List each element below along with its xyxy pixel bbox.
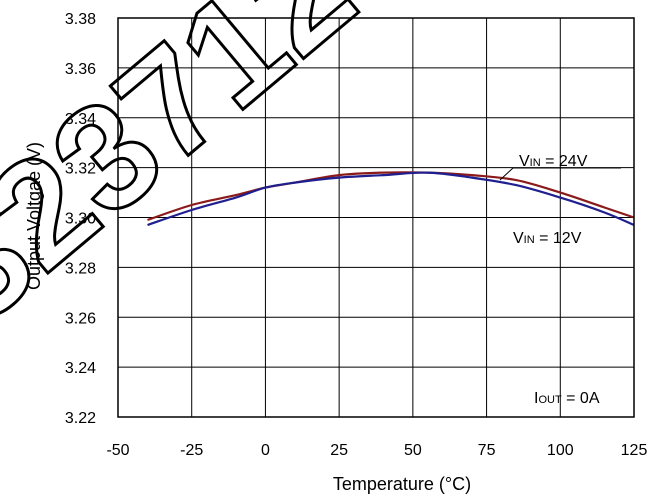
grid xyxy=(118,18,634,417)
y-tick-label: 3.36 xyxy=(65,61,96,78)
watermark-text: 3237125 xyxy=(0,0,448,355)
annotation-iout-sub: OUT xyxy=(538,394,562,406)
x-axis-ticks: -50 -25 0 25 50 75 100 125 xyxy=(106,442,647,459)
y-tick-label: 3.28 xyxy=(65,260,96,277)
series-line-vin-12v xyxy=(147,171,635,227)
y-axis-title: Output Voltgae (V) xyxy=(24,142,44,290)
annotation-24v-leader-drop xyxy=(499,167,514,181)
annotation-24v-rest: = 24V xyxy=(541,153,588,170)
series-line-vin-24v xyxy=(147,171,635,222)
y-tick-label: 3.22 xyxy=(65,410,96,427)
annotation-24v-main: V xyxy=(519,153,530,170)
y-tick-label: 3.32 xyxy=(65,161,96,178)
x-tick-label: 125 xyxy=(621,442,648,459)
annotation-12v-sub: IN xyxy=(524,234,535,246)
y-tick-label: 3.26 xyxy=(65,310,96,327)
annotation-iout-rest: = 0A xyxy=(562,390,600,407)
annotation-vin-24v: VIN = 24V xyxy=(519,153,588,170)
x-tick-label: 50 xyxy=(404,442,422,459)
annotation-iout: IOUT = 0A xyxy=(534,390,600,407)
x-tick-label: -25 xyxy=(180,442,203,459)
x-axis-title: Temperature (°C) xyxy=(333,474,471,494)
annotation-12v-rest: = 12V xyxy=(535,230,582,247)
x-tick-label: 75 xyxy=(478,442,496,459)
y-tick-label: 3.24 xyxy=(65,360,96,377)
series-layer xyxy=(147,171,635,227)
y-tick-label: 3.34 xyxy=(65,111,96,128)
annotation-iout-main: I xyxy=(534,390,538,407)
x-tick-label: -50 xyxy=(106,442,129,459)
plot-frame xyxy=(117,17,635,418)
x-tick-label: 0 xyxy=(261,442,270,459)
y-tick-label: 3.30 xyxy=(65,211,96,228)
y-axis-ticks: 3.22 3.24 3.26 3.28 3.30 3.32 3.34 3.36 3.38 xyxy=(65,11,96,427)
x-tick-label: 25 xyxy=(330,442,348,459)
annotation-24v-sub: IN xyxy=(530,157,541,169)
annotation-12v-main: V xyxy=(513,230,524,247)
y-tick-label: 3.38 xyxy=(65,11,96,28)
annotation-vin-12v: VIN = 12V xyxy=(513,230,582,247)
x-tick-label: 100 xyxy=(547,442,574,459)
